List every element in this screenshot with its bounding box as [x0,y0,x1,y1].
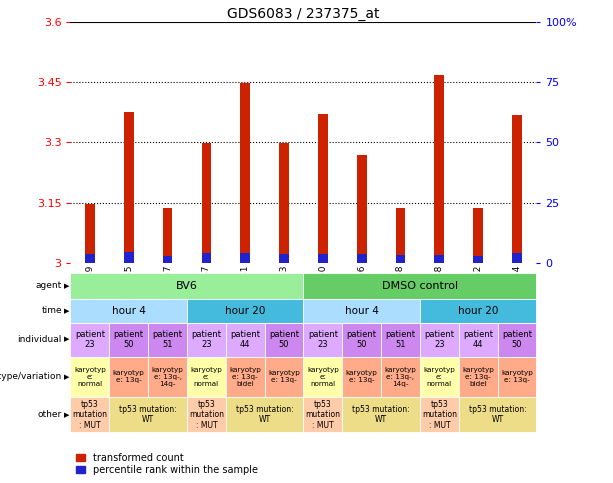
Text: patient
23: patient 23 [191,330,221,349]
Bar [318,255,328,263]
Bar [318,114,328,263]
Text: karyotyp
e: 13q-
bidel: karyotyp e: 13q- bidel [462,367,494,387]
Text: patient
50: patient 50 [502,330,532,349]
Text: individual: individual [18,335,62,344]
Text: patient
50: patient 50 [269,330,299,349]
Text: ▶: ▶ [64,308,70,314]
Bar [202,143,211,263]
Bar [162,208,172,263]
Text: ▶: ▶ [64,283,70,289]
Bar [512,253,522,263]
Text: genotype/variation: genotype/variation [0,372,62,381]
Bar [85,255,95,263]
Text: agent: agent [36,282,62,290]
Bar [279,143,289,263]
Text: hour 20: hour 20 [458,306,498,316]
Text: patient
23: patient 23 [308,330,338,349]
Text: hour 4: hour 4 [112,306,146,316]
Text: patient
44: patient 44 [463,330,493,349]
Text: tp53
mutation
: MUT: tp53 mutation : MUT [305,400,340,429]
Bar [512,115,522,263]
Text: karyotyp
e: 13q-,
14q-: karyotyp e: 13q-, 14q- [384,367,416,387]
Bar [162,256,172,263]
Text: karyotyp
e: 13q-: karyotyp e: 13q- [501,370,533,383]
Bar [202,253,211,263]
Text: patient
23: patient 23 [424,330,454,349]
Bar [395,208,405,263]
Text: karyotyp
e: 13q-,
14q-: karyotyp e: 13q-, 14q- [151,367,183,387]
Text: karyotyp
e: 13q-
bidel: karyotyp e: 13q- bidel [229,367,261,387]
Text: BV6: BV6 [176,281,198,291]
Bar [357,156,367,263]
Text: karyotyp
e: 13q-: karyotyp e: 13q- [346,370,378,383]
Text: karyotyp
e:
normal: karyotyp e: normal [307,367,339,387]
Text: hour 4: hour 4 [345,306,379,316]
Bar [240,83,250,263]
Bar [124,252,134,263]
Text: patient
50: patient 50 [347,330,376,349]
Text: DMSO control: DMSO control [382,281,458,291]
Text: tp53
mutation
: MUT: tp53 mutation : MUT [189,400,224,429]
Text: tp53 mutation:
WT: tp53 mutation: WT [352,405,410,425]
Text: tp53
mutation
: MUT: tp53 mutation : MUT [72,400,107,429]
Text: ▶: ▶ [64,412,70,418]
Text: tp53 mutation:
WT: tp53 mutation: WT [120,405,177,425]
Text: karyotyp
e:
normal: karyotyp e: normal [424,367,455,387]
Text: patient
50: patient 50 [114,330,143,349]
Bar [473,208,483,263]
Text: ▶: ▶ [64,337,70,342]
Bar [435,75,444,263]
Bar [395,255,405,263]
Text: time: time [41,306,62,315]
Text: tp53 mutation:
WT: tp53 mutation: WT [469,405,527,425]
Bar [279,255,289,263]
Bar [357,255,367,263]
Text: patient
44: patient 44 [230,330,260,349]
Text: karyotyp
e: 13q-: karyotyp e: 13q- [113,370,145,383]
Bar [124,113,134,263]
Bar [435,255,444,263]
Text: patient
23: patient 23 [75,330,105,349]
Text: hour 20: hour 20 [225,306,265,316]
Bar [85,204,95,263]
Bar [473,256,483,263]
Text: other: other [37,410,62,419]
Text: karyotyp
e:
normal: karyotyp e: normal [191,367,223,387]
Title: GDS6083 / 237375_at: GDS6083 / 237375_at [227,7,379,21]
Text: tp53
mutation
: MUT: tp53 mutation : MUT [422,400,457,429]
Bar [240,253,250,263]
Text: patient
51: patient 51 [153,330,183,349]
Text: tp53 mutation:
WT: tp53 mutation: WT [236,405,294,425]
Text: karyotyp
e: 13q-: karyotyp e: 13q- [268,370,300,383]
Text: patient
51: patient 51 [386,330,416,349]
Text: ▶: ▶ [64,374,70,380]
Legend: transformed count, percentile rank within the sample: transformed count, percentile rank withi… [75,452,259,476]
Text: karyotyp
e:
normal: karyotyp e: normal [74,367,106,387]
